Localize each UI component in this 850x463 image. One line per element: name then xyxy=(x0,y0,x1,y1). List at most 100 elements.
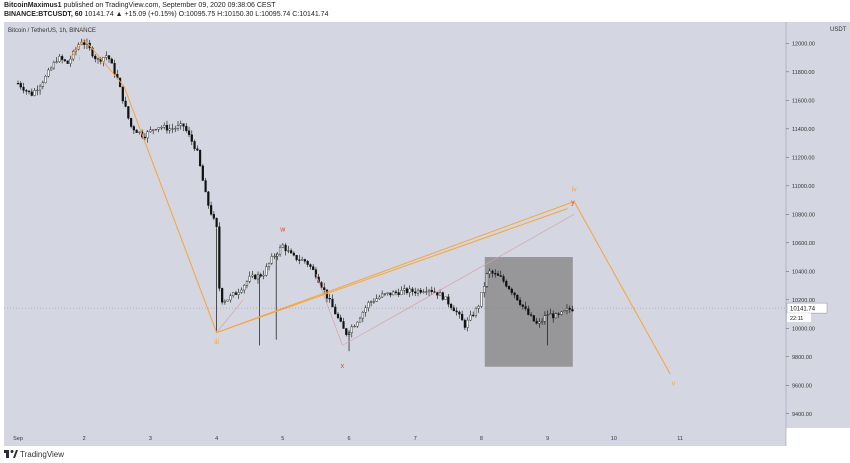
y-tick-label: 12000.00 xyxy=(792,41,815,47)
candle-body xyxy=(22,86,25,91)
candle-body xyxy=(436,292,439,296)
countdown-tag xyxy=(787,313,811,323)
candle-body xyxy=(455,310,458,313)
candle-body xyxy=(298,259,301,261)
price-chart[interactable]: Bitcoin / TetherUS, 1h, BINANCE USDT 12000… xyxy=(0,22,850,446)
y-tick-label: 11800.00 xyxy=(792,70,815,76)
y-tick-label: 9800.00 xyxy=(792,355,812,361)
candle-body xyxy=(132,126,135,131)
candle-body xyxy=(543,315,546,322)
candle-body xyxy=(353,325,356,328)
candle-body xyxy=(516,294,519,301)
y-tick-label: 10400.00 xyxy=(792,269,815,275)
candle-body xyxy=(483,286,486,293)
candle-body xyxy=(532,315,535,322)
elliott-wave-line xyxy=(70,38,671,375)
candle-body xyxy=(176,125,180,129)
y-tick-label: 11000.00 xyxy=(792,184,815,190)
candle-body xyxy=(110,58,113,64)
candle-body xyxy=(19,83,22,88)
currency-label: USDT xyxy=(830,27,847,33)
candle-body xyxy=(518,299,522,305)
candle-body xyxy=(36,89,39,92)
candle-body xyxy=(240,289,243,293)
candle-body xyxy=(416,289,420,294)
candle-body xyxy=(477,306,480,309)
candle-body xyxy=(303,259,306,262)
candle-body xyxy=(425,291,428,293)
candle-body xyxy=(394,291,398,293)
candle-body xyxy=(83,42,86,45)
candle-body xyxy=(94,55,97,60)
candle-body xyxy=(309,264,312,267)
candle-body xyxy=(52,62,55,69)
candle-body xyxy=(441,292,444,300)
candle-body xyxy=(38,86,42,91)
candle-body xyxy=(336,313,340,318)
candle-body xyxy=(474,308,478,316)
candle-body xyxy=(157,127,160,130)
x-tick-label: 3 xyxy=(149,436,152,442)
wave-label: y xyxy=(571,199,575,206)
candle-body xyxy=(124,100,127,107)
x-tick-label: 5 xyxy=(281,436,284,442)
candle-body xyxy=(323,287,326,290)
candle-body xyxy=(237,292,240,295)
candle-body xyxy=(480,292,483,307)
candle-body xyxy=(408,288,411,293)
x-tick-label: Sep xyxy=(13,436,23,442)
candle-body xyxy=(414,291,417,294)
candle-body xyxy=(328,298,331,300)
candle-body xyxy=(463,319,466,328)
x-tick-label: 7 xyxy=(414,436,417,442)
candle-body xyxy=(91,47,94,57)
candle-body xyxy=(466,319,469,328)
candle-body xyxy=(251,274,254,277)
tradingview-logo-icon[interactable] xyxy=(4,449,18,459)
candle-body xyxy=(221,288,224,303)
candle-body xyxy=(381,293,384,298)
candle-body xyxy=(444,296,447,300)
candle-body xyxy=(69,58,72,64)
candle-body xyxy=(367,302,370,309)
candle-body xyxy=(400,290,403,295)
candle-body xyxy=(96,58,100,60)
candle-body xyxy=(267,263,271,267)
candle-body xyxy=(135,129,138,133)
y-tick-label: 10600.00 xyxy=(792,241,815,247)
candle-body xyxy=(163,125,166,128)
author-name[interactable]: BitcoinMaximus1 xyxy=(4,2,62,9)
candle-body xyxy=(41,82,44,87)
x-tick-label: 10 xyxy=(611,436,617,442)
candle-body xyxy=(494,273,497,275)
candle-body xyxy=(121,86,124,102)
candle-body xyxy=(334,306,337,315)
candle-body xyxy=(350,326,353,333)
y-tick-label: 10800.00 xyxy=(792,212,815,218)
candle-body xyxy=(193,141,196,149)
candle-body xyxy=(278,247,282,255)
candle-body xyxy=(50,67,53,71)
candle-body xyxy=(47,69,50,77)
elliott-wave-line xyxy=(216,208,568,334)
candle-body xyxy=(571,309,574,312)
wave-label: w xyxy=(279,226,286,233)
candle-body xyxy=(345,328,348,335)
candle-body xyxy=(259,274,262,277)
candle-body xyxy=(113,63,116,75)
x-tick-label: 9 xyxy=(546,436,549,442)
candle-body xyxy=(245,281,249,286)
candle-body xyxy=(201,165,204,181)
candle-body xyxy=(127,106,130,119)
tradingview-brand[interactable]: TradingView xyxy=(20,450,65,459)
wave-guide-line xyxy=(342,214,575,346)
candle-body xyxy=(182,123,185,127)
candle-body xyxy=(557,313,560,315)
candle-body xyxy=(331,298,334,308)
candle-body xyxy=(44,76,47,83)
time-axis xyxy=(4,428,786,446)
candle-body xyxy=(422,291,425,293)
candle-body xyxy=(306,260,309,265)
candle-body xyxy=(541,320,544,323)
wave-label: i xyxy=(79,55,81,62)
